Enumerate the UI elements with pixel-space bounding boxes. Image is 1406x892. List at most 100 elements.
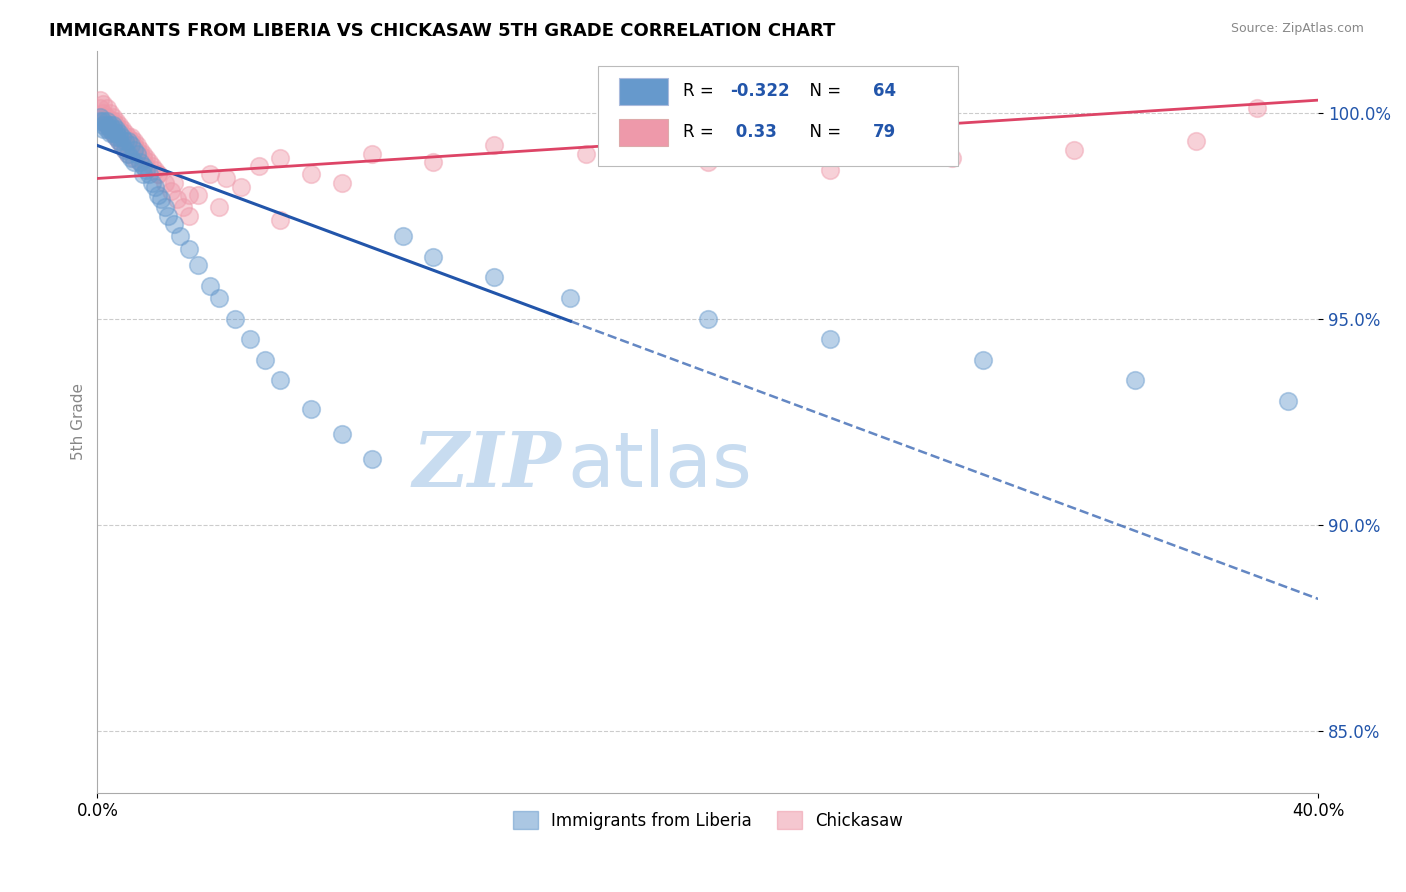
Point [143,163,166,178]
Point [177,188,200,202]
Point [187,188,209,202]
Point [208,291,231,305]
Point [941,151,963,165]
Point [104,130,127,145]
Point [98,122,121,136]
Point [111,126,134,140]
Point [111,122,134,136]
Point [129,155,152,169]
Point [104,130,127,145]
Text: 0.33: 0.33 [730,123,776,141]
Point [299,167,322,181]
Point [141,176,163,190]
Bar [619,119,668,145]
Point [208,200,231,214]
Point [96,122,118,136]
Point [114,130,136,145]
Legend: Immigrants from Liberia, Chickasaw: Immigrants from Liberia, Chickasaw [506,805,910,837]
Point [269,151,291,165]
Point [135,151,157,165]
Point [138,155,160,169]
Point [1246,102,1268,116]
Point [117,134,139,148]
Point [111,138,134,153]
Point [141,159,163,173]
Point [361,146,384,161]
Point [93,110,115,124]
Text: R =: R = [683,123,720,141]
Point [93,118,115,132]
Point [163,217,186,231]
Point [93,113,115,128]
Point [104,126,127,140]
Point [96,110,118,124]
Point [107,134,129,148]
Point [101,122,124,136]
Point [101,113,124,128]
Point [89,110,111,124]
Point [575,146,598,161]
Point [148,188,170,202]
Point [422,155,444,169]
Point [224,311,246,326]
Point [150,192,173,206]
Text: 64: 64 [873,82,896,101]
Point [122,155,145,169]
Point [200,167,222,181]
Point [148,167,170,181]
Point [104,126,127,140]
Point [818,163,841,178]
Point [107,130,129,145]
Point [111,138,134,153]
Point [96,102,118,116]
Point [1123,374,1146,388]
Point [120,151,142,165]
Point [104,113,127,128]
Text: 79: 79 [873,123,896,141]
Point [111,130,134,145]
Point [114,143,136,157]
Point [299,402,322,417]
Bar [619,78,668,105]
Point [135,163,157,178]
Point [117,130,139,145]
Point [101,122,124,136]
Point [229,179,252,194]
Point [89,113,111,128]
Point [93,105,115,120]
Point [214,171,236,186]
Point [560,291,582,305]
Point [177,242,200,256]
Point [122,143,145,157]
Text: ZIP: ZIP [412,429,561,503]
Point [132,167,155,181]
Y-axis label: 5th Grade: 5th Grade [72,384,86,460]
Point [117,146,139,161]
Point [482,270,505,285]
Point [98,105,121,120]
Point [117,134,139,148]
Text: N =: N = [800,82,846,101]
Point [818,332,841,346]
Point [101,126,124,140]
Point [107,118,129,132]
Point [107,122,129,136]
Text: -0.322: -0.322 [730,82,789,101]
Point [159,184,181,198]
Point [107,126,129,140]
Point [153,176,176,190]
Point [132,159,155,173]
Point [361,451,384,466]
Point [125,143,148,157]
Point [247,159,270,173]
Point [101,126,124,140]
Point [132,151,155,165]
Point [330,427,353,442]
Point [122,151,145,165]
Point [143,179,166,194]
Point [96,118,118,132]
Point [101,110,124,124]
Point [239,332,262,346]
Point [166,192,188,206]
Point [104,122,127,136]
